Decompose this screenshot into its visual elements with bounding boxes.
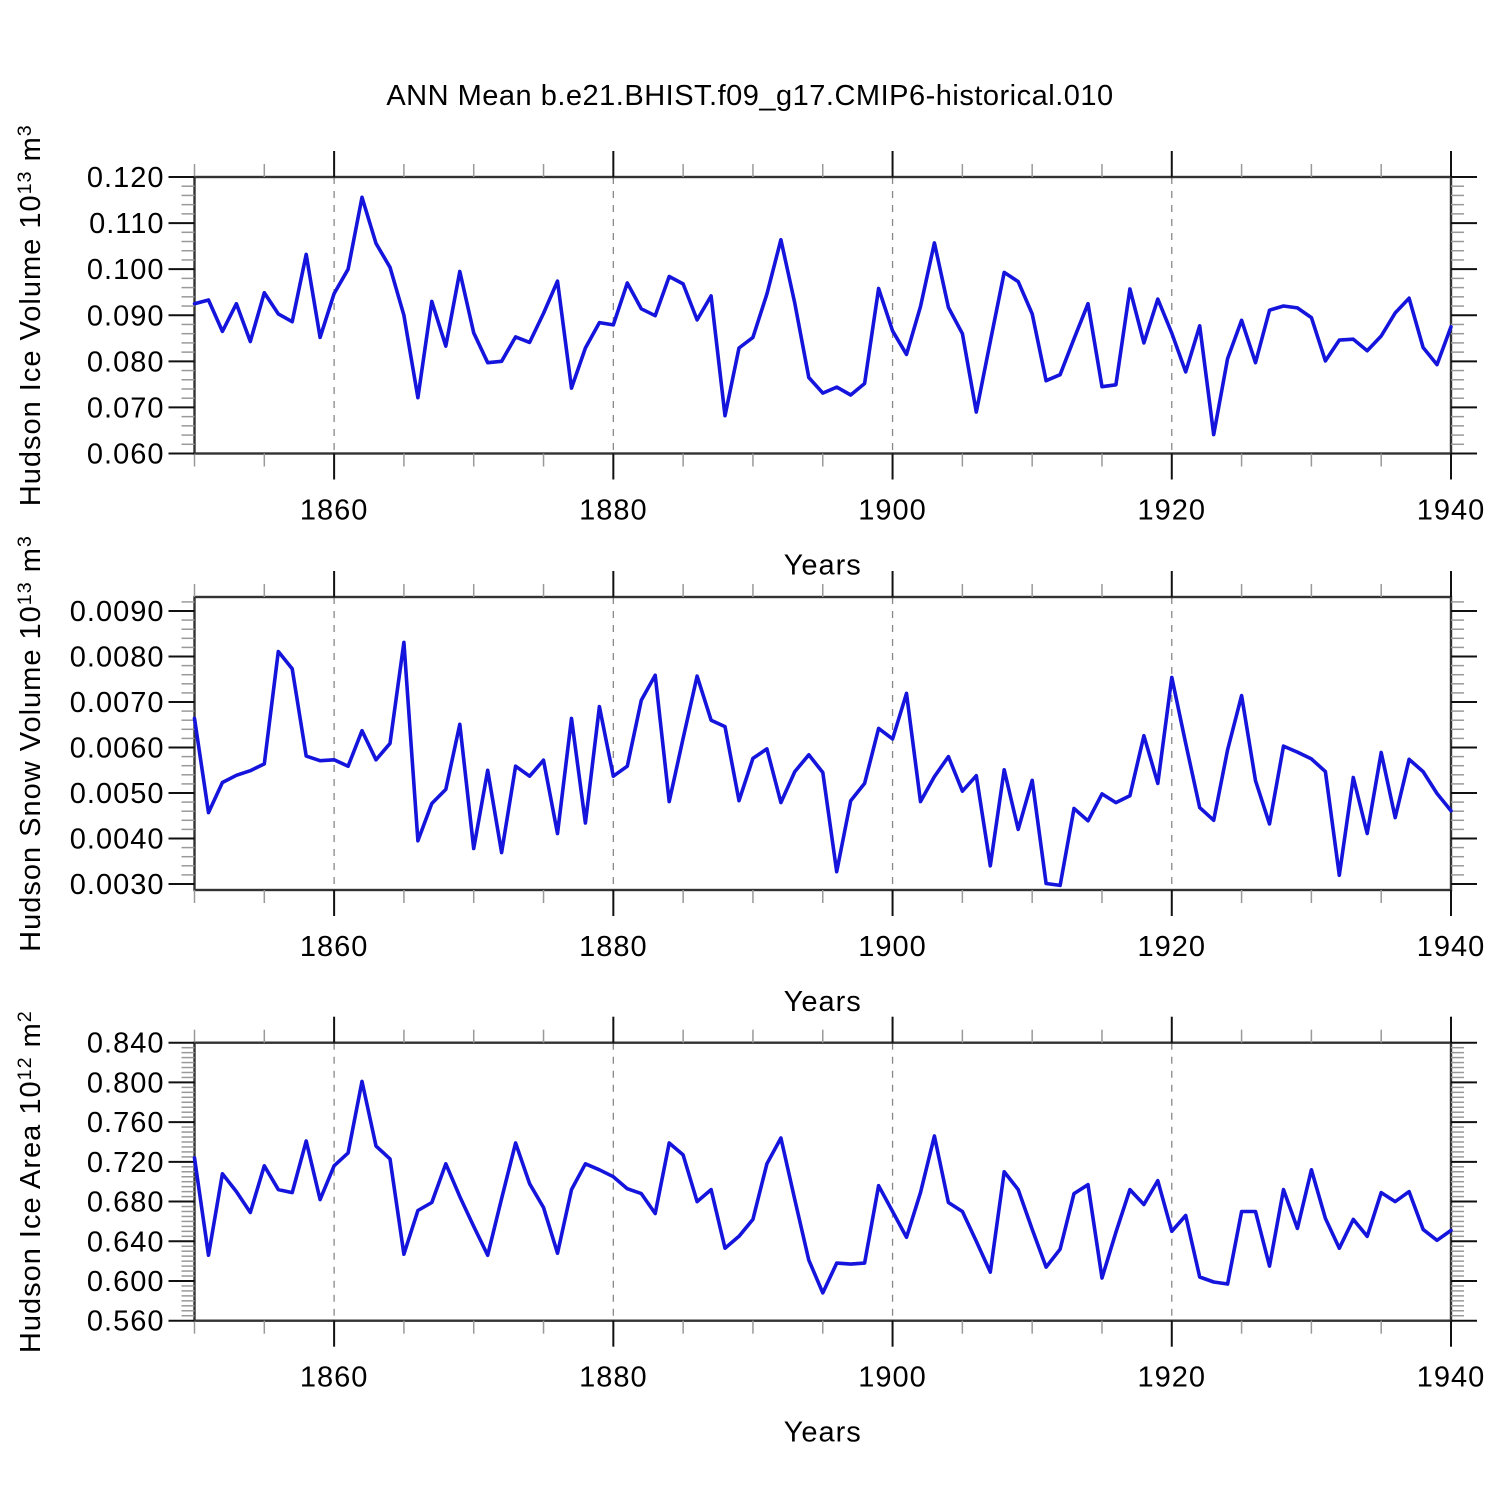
x-tick-label: 1880 bbox=[579, 495, 648, 527]
y-tick-label: 0.0070 bbox=[70, 687, 165, 719]
x-tick-label: 1920 bbox=[1138, 931, 1207, 963]
panel-hudson-ice-area: 1860 1880 1900 1920 1940 0.560 0.600 0.640 0.680… bbox=[14, 1010, 1486, 1449]
y-axis-title: Hudson Ice Volume 1013​ m3​ bbox=[14, 124, 47, 506]
plot-frame bbox=[193, 1041, 1453, 1322]
x-tick-label: 1860 bbox=[300, 1362, 369, 1394]
hudson-ice-area-line bbox=[192, 1079, 1453, 1295]
x-tick-label: 1940 bbox=[1417, 931, 1486, 963]
y-tick-label: 0.090 bbox=[87, 300, 165, 332]
figure-title: ANN Mean b.e21.BHIST.f09_g17.CMIP6-histo… bbox=[386, 80, 1114, 112]
x-tick-label: 1900 bbox=[858, 495, 927, 527]
y-tick-label: 0.680 bbox=[87, 1187, 165, 1219]
plot-frame bbox=[193, 175, 1453, 455]
x-axis-title: Years bbox=[784, 986, 862, 1018]
y-tick-label: 0.840 bbox=[87, 1028, 165, 1060]
y-axis-title: Hudson Ice Area 1012​ m2​ bbox=[14, 1010, 47, 1353]
y-tick-label: 0.0080 bbox=[70, 642, 165, 674]
y-tick-label: 0.0060 bbox=[70, 733, 165, 765]
y-tick-label: 0.560 bbox=[87, 1306, 165, 1338]
y-tick-label: 0.0090 bbox=[70, 596, 165, 628]
panel-hudson-snow-volume: 1860 1880 1900 1920 1940 0.0030 0.0040 0.0050 0.… bbox=[14, 535, 1486, 1018]
y-tick-label: 0.0050 bbox=[70, 778, 165, 810]
x-tick-label: 1860 bbox=[300, 931, 369, 963]
hudson-ice-volume-line bbox=[192, 195, 1453, 437]
x-tick-label: 1940 bbox=[1417, 495, 1486, 527]
x-tick-label: 1900 bbox=[858, 931, 927, 963]
x-axis-title: Years bbox=[784, 1417, 862, 1449]
hudson-snow-volume-line bbox=[192, 640, 1453, 888]
y-axis-title: Hudson Snow Volume 1013​ m3​ bbox=[14, 535, 47, 952]
y-tick-label: 0.110 bbox=[89, 208, 164, 240]
y-tick-label: 0.800 bbox=[87, 1067, 165, 1099]
y-tick-label: 0.060 bbox=[87, 439, 165, 471]
y-tick-label: 0.070 bbox=[87, 392, 165, 424]
y-tick-label: 0.0030 bbox=[70, 869, 165, 901]
panel-hudson-ice-volume: 1860 1880 1900 1920 1940 0.060 0.070 0.080 0.090… bbox=[14, 124, 1486, 582]
y-tick-label: 0.640 bbox=[87, 1226, 165, 1258]
x-tick-label: 1880 bbox=[579, 1362, 648, 1394]
y-tick-label: 0.100 bbox=[87, 254, 165, 286]
y-tick-label: 0.080 bbox=[87, 346, 165, 378]
y-tick-label: 0.0040 bbox=[70, 823, 165, 855]
x-tick-label: 1940 bbox=[1417, 1362, 1486, 1394]
x-tick-label: 1920 bbox=[1138, 1362, 1207, 1394]
plot-frame bbox=[193, 595, 1453, 892]
x-tick-label: 1900 bbox=[858, 1362, 927, 1394]
x-axis-title: Years bbox=[784, 550, 862, 582]
x-tick-label: 1860 bbox=[300, 495, 369, 527]
y-tick-label: 0.600 bbox=[87, 1266, 165, 1298]
x-tick-label: 1880 bbox=[579, 931, 648, 963]
x-tick-label: 1920 bbox=[1138, 495, 1207, 527]
y-tick-label: 0.760 bbox=[87, 1107, 165, 1139]
y-tick-label: 0.720 bbox=[87, 1147, 165, 1179]
y-tick-label: 0.120 bbox=[87, 162, 165, 194]
